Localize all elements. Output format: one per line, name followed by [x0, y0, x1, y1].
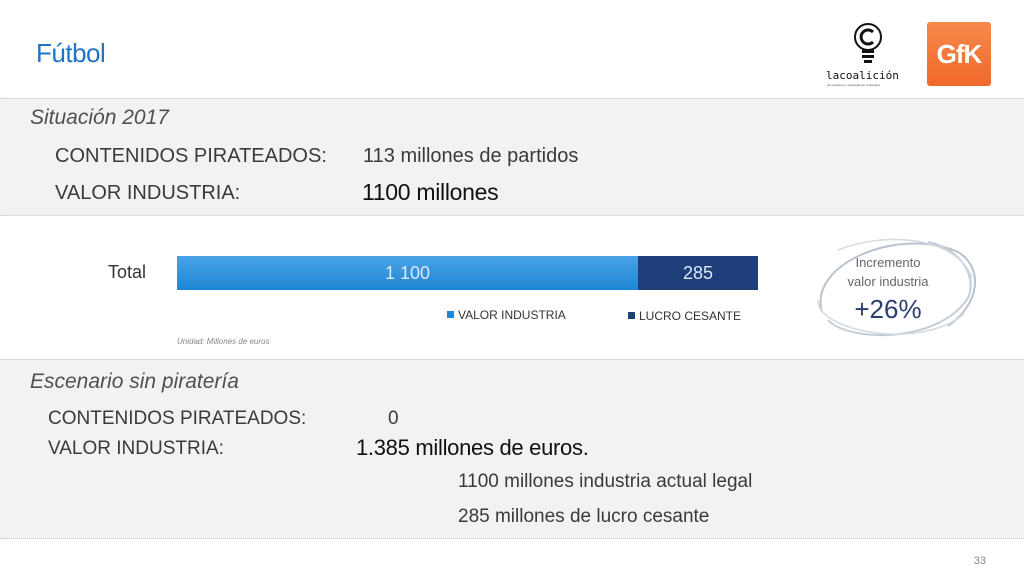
gfk-wordmark: GfK	[936, 39, 983, 69]
legend-lucro-cesante: LUCRO CESANTE	[628, 309, 741, 323]
page-number: 33	[973, 555, 986, 567]
escenario-valor-label: VALOR INDUSTRIA:	[48, 438, 224, 459]
legend-swatch-valor-industria	[447, 311, 454, 318]
situacion-contenidos-label: CONTENIDOS PIRATEADOS:	[55, 145, 327, 167]
incremento-value: +26%	[854, 294, 922, 324]
situacion-valor-label: VALOR INDUSTRIA:	[55, 182, 241, 204]
escenario-contenidos-value: 0	[388, 408, 399, 429]
la-coalicion-tagline: de creadores e industrias de contenidos	[827, 83, 881, 87]
situacion-band	[0, 98, 1024, 216]
escenario-heading: Escenario sin piratería	[30, 370, 239, 393]
lightbulb-icon	[854, 23, 882, 63]
escenario-detail-lucro: 285 millones de lucro cesante	[458, 506, 710, 527]
escenario-contenidos-label: CONTENIDOS PIRATEADOS:	[48, 408, 307, 429]
escenario-band	[0, 359, 1024, 539]
bar-valor-industria-label: 1 100	[384, 263, 431, 283]
legend-valor-industria: VALOR INDUSTRIA	[447, 308, 566, 322]
legend-label-valor-industria: VALOR INDUSTRIA	[458, 308, 566, 322]
situacion-contenidos-value: 113 millones de partidos	[363, 145, 579, 167]
escenario-detail-legal: 1100 millones industria actual legal	[458, 471, 753, 492]
chart-category-total: Total	[108, 262, 147, 282]
chart-unit-note: Unidad: Millones de euros	[177, 337, 270, 346]
legend-swatch-lucro-cesante	[628, 312, 635, 319]
escenario-valor-value: 1.385 millones de euros.	[356, 435, 589, 460]
incremento-callout: Incremento valor industria +26%	[808, 234, 976, 346]
incremento-line1: Incremento	[855, 255, 921, 270]
la-coalicion-wordmark: lacoalición	[826, 69, 899, 82]
bar-lucro-cesante	[638, 256, 758, 290]
bar-valor-industria	[177, 256, 638, 290]
situacion-valor-value: 1100 millones	[362, 179, 499, 205]
gfk-logo: GfK	[927, 22, 991, 86]
situacion-heading: Situación 2017	[30, 106, 169, 129]
slide-title: Fútbol	[36, 38, 106, 68]
legend-label-lucro-cesante: LUCRO CESANTE	[639, 309, 742, 323]
swoosh-ring-icon	[814, 238, 976, 337]
incremento-line2: valor industria	[847, 274, 929, 289]
la-coalicion-logo: lacoalición de creadores e industrias de…	[826, 22, 918, 88]
bar-lucro-cesante-label: 285	[682, 263, 714, 283]
